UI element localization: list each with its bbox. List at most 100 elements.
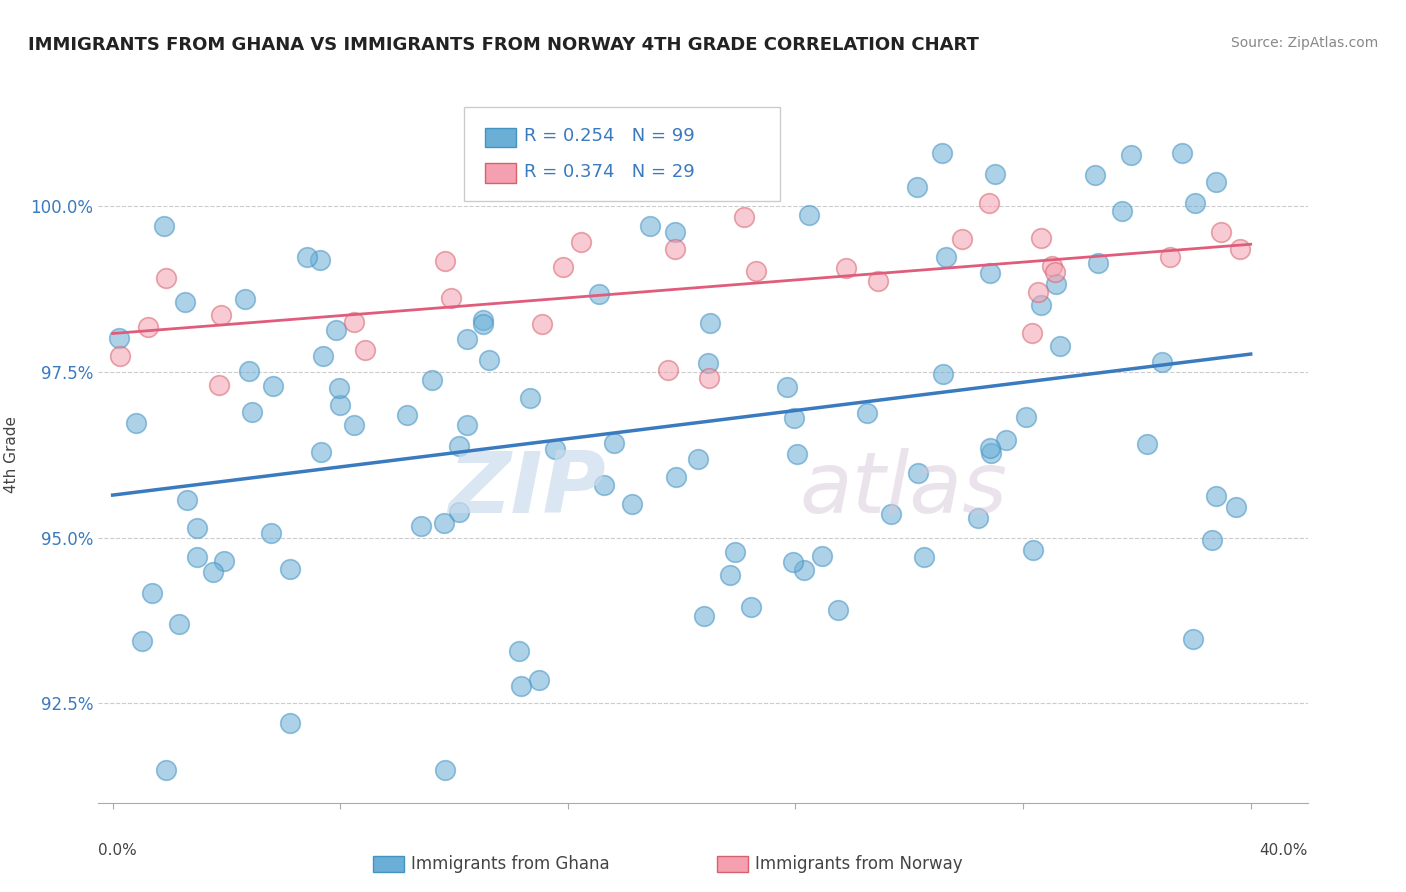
- Point: [233, 292, 256, 306]
- Point: [931, 146, 953, 161]
- Point: [433, 516, 456, 531]
- Point: [110, 349, 132, 363]
- Point: [396, 408, 419, 422]
- Point: [783, 410, 806, 425]
- Point: [907, 467, 929, 481]
- Text: R = 0.254   N = 99: R = 0.254 N = 99: [524, 128, 695, 145]
- Point: [588, 287, 610, 301]
- Point: [620, 497, 643, 511]
- Point: [238, 364, 260, 378]
- Point: [984, 167, 1007, 181]
- Point: [509, 679, 531, 693]
- Point: [1184, 196, 1206, 211]
- Point: [1111, 204, 1133, 219]
- Point: [209, 308, 232, 322]
- Text: Source: ZipAtlas.com: Source: ZipAtlas.com: [1230, 36, 1378, 50]
- Point: [1043, 265, 1066, 279]
- Point: [1201, 533, 1223, 548]
- Point: [693, 609, 716, 624]
- Point: [155, 271, 177, 285]
- Point: [855, 406, 877, 420]
- Point: [686, 452, 709, 467]
- Point: [260, 525, 283, 540]
- Point: [724, 545, 747, 559]
- Point: [1021, 326, 1043, 340]
- Point: [835, 261, 858, 276]
- Point: [1181, 632, 1204, 646]
- Point: [312, 349, 335, 363]
- Point: [935, 250, 957, 264]
- Point: [141, 586, 163, 600]
- Point: [131, 634, 153, 648]
- Point: [208, 378, 231, 392]
- Point: [1159, 250, 1181, 264]
- Point: [740, 600, 762, 615]
- Point: [569, 235, 592, 249]
- Point: [1225, 500, 1247, 515]
- Point: [979, 441, 1001, 455]
- Point: [880, 507, 903, 521]
- Point: [1021, 542, 1043, 557]
- Point: [1119, 148, 1142, 162]
- Point: [995, 434, 1018, 448]
- Point: [434, 763, 457, 777]
- Point: [745, 264, 768, 278]
- Point: [544, 442, 567, 456]
- Point: [1205, 175, 1227, 189]
- Point: [278, 562, 301, 576]
- Point: [527, 673, 550, 687]
- Point: [699, 316, 721, 330]
- Point: [718, 568, 741, 582]
- Point: [811, 549, 834, 563]
- Point: [278, 716, 301, 731]
- Text: R = 0.374   N = 29: R = 0.374 N = 29: [524, 163, 695, 181]
- Point: [696, 356, 718, 370]
- Point: [262, 379, 284, 393]
- Point: [508, 644, 530, 658]
- Point: [980, 446, 1002, 460]
- Point: [866, 274, 889, 288]
- Text: Immigrants from Ghana: Immigrants from Ghana: [411, 855, 609, 873]
- Point: [174, 294, 197, 309]
- Point: [478, 352, 501, 367]
- Point: [1171, 146, 1194, 161]
- Point: [699, 370, 721, 384]
- Point: [212, 554, 235, 568]
- Point: [1014, 410, 1036, 425]
- Point: [308, 253, 330, 268]
- Point: [638, 219, 661, 234]
- Point: [1136, 437, 1159, 451]
- Point: [1209, 226, 1232, 240]
- Point: [1029, 298, 1052, 312]
- Text: Immigrants from Norway: Immigrants from Norway: [755, 855, 963, 873]
- Point: [967, 511, 990, 525]
- Point: [551, 260, 574, 274]
- Point: [1150, 355, 1173, 369]
- Point: [167, 617, 190, 632]
- Point: [295, 250, 318, 264]
- Point: [733, 210, 755, 224]
- Point: [977, 195, 1000, 210]
- Point: [1087, 256, 1109, 270]
- Point: [422, 373, 444, 387]
- Y-axis label: 4th Grade: 4th Grade: [4, 417, 20, 493]
- Point: [343, 418, 366, 433]
- Point: [138, 319, 160, 334]
- Point: [456, 332, 478, 346]
- Text: 40.0%: 40.0%: [1260, 843, 1308, 858]
- Point: [1084, 168, 1107, 182]
- Point: [449, 439, 471, 453]
- Point: [1026, 285, 1049, 299]
- Point: [1031, 231, 1053, 245]
- Point: [1040, 259, 1063, 273]
- Text: atlas: atlas: [800, 448, 1008, 532]
- Point: [1229, 242, 1251, 256]
- Point: [471, 317, 494, 331]
- Point: [602, 435, 624, 450]
- Point: [665, 470, 688, 484]
- Point: [782, 555, 804, 569]
- Point: [328, 381, 350, 395]
- Point: [108, 331, 131, 345]
- Point: [912, 550, 935, 565]
- Text: ZIP: ZIP: [449, 448, 606, 532]
